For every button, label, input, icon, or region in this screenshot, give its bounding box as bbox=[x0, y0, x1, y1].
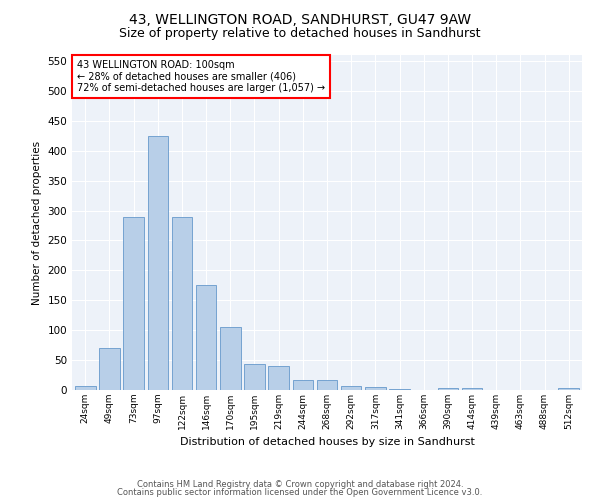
Bar bbox=[124, 216, 144, 390]
Bar bbox=[196, 286, 217, 390]
Text: 43 WELLINGTON ROAD: 100sqm
← 28% of detached houses are smaller (406)
72% of sem: 43 WELLINGTON ROAD: 100sqm ← 28% of deta… bbox=[77, 60, 325, 93]
Bar bbox=[462, 388, 482, 390]
Text: Contains public sector information licensed under the Open Government Licence v3: Contains public sector information licen… bbox=[118, 488, 482, 497]
Bar bbox=[559, 388, 579, 390]
Bar bbox=[341, 386, 361, 390]
Bar bbox=[99, 348, 120, 390]
Bar bbox=[244, 364, 265, 390]
Y-axis label: Number of detached properties: Number of detached properties bbox=[32, 140, 42, 304]
Text: Contains HM Land Registry data © Crown copyright and database right 2024.: Contains HM Land Registry data © Crown c… bbox=[137, 480, 463, 489]
Bar bbox=[172, 216, 192, 390]
Text: 43, WELLINGTON ROAD, SANDHURST, GU47 9AW: 43, WELLINGTON ROAD, SANDHURST, GU47 9AW bbox=[129, 12, 471, 26]
Bar bbox=[389, 389, 410, 390]
X-axis label: Distribution of detached houses by size in Sandhurst: Distribution of detached houses by size … bbox=[179, 438, 475, 448]
Bar bbox=[268, 366, 289, 390]
Bar bbox=[317, 380, 337, 390]
Bar bbox=[437, 388, 458, 390]
Bar bbox=[75, 386, 95, 390]
Bar bbox=[293, 380, 313, 390]
Bar bbox=[148, 136, 168, 390]
Text: Size of property relative to detached houses in Sandhurst: Size of property relative to detached ho… bbox=[119, 28, 481, 40]
Bar bbox=[220, 327, 241, 390]
Bar bbox=[365, 387, 386, 390]
